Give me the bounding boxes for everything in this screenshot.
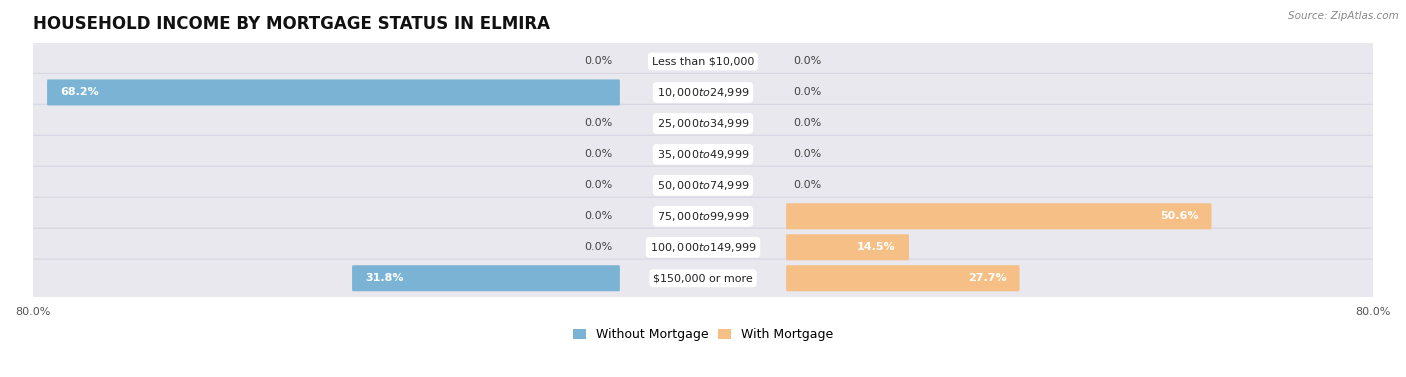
FancyBboxPatch shape bbox=[27, 73, 1379, 112]
FancyBboxPatch shape bbox=[786, 203, 1212, 229]
Text: $10,000 to $24,999: $10,000 to $24,999 bbox=[657, 86, 749, 99]
FancyBboxPatch shape bbox=[27, 197, 1379, 236]
Text: 50.6%: 50.6% bbox=[1160, 211, 1198, 221]
Text: 0.0%: 0.0% bbox=[793, 57, 821, 66]
Text: $50,000 to $74,999: $50,000 to $74,999 bbox=[657, 179, 749, 192]
Text: 0.0%: 0.0% bbox=[585, 180, 613, 190]
FancyBboxPatch shape bbox=[46, 80, 620, 106]
Text: 27.7%: 27.7% bbox=[967, 273, 1007, 283]
FancyBboxPatch shape bbox=[27, 104, 1379, 143]
FancyBboxPatch shape bbox=[786, 265, 1019, 291]
Text: 31.8%: 31.8% bbox=[366, 273, 404, 283]
Text: $100,000 to $149,999: $100,000 to $149,999 bbox=[650, 241, 756, 254]
Text: 14.5%: 14.5% bbox=[858, 242, 896, 252]
Text: 0.0%: 0.0% bbox=[585, 57, 613, 66]
Text: HOUSEHOLD INCOME BY MORTGAGE STATUS IN ELMIRA: HOUSEHOLD INCOME BY MORTGAGE STATUS IN E… bbox=[32, 15, 550, 33]
FancyBboxPatch shape bbox=[27, 135, 1379, 173]
Text: $25,000 to $34,999: $25,000 to $34,999 bbox=[657, 117, 749, 130]
Legend: Without Mortgage, With Mortgage: Without Mortgage, With Mortgage bbox=[568, 323, 838, 346]
Text: $35,000 to $49,999: $35,000 to $49,999 bbox=[657, 148, 749, 161]
Text: 0.0%: 0.0% bbox=[585, 211, 613, 221]
FancyBboxPatch shape bbox=[352, 265, 620, 291]
Text: 0.0%: 0.0% bbox=[793, 118, 821, 129]
Text: $75,000 to $99,999: $75,000 to $99,999 bbox=[657, 210, 749, 223]
Text: 0.0%: 0.0% bbox=[585, 118, 613, 129]
FancyBboxPatch shape bbox=[27, 228, 1379, 267]
Text: 0.0%: 0.0% bbox=[585, 242, 613, 252]
Text: 0.0%: 0.0% bbox=[793, 149, 821, 159]
Text: 0.0%: 0.0% bbox=[793, 87, 821, 97]
Text: 68.2%: 68.2% bbox=[60, 87, 98, 97]
Text: Less than $10,000: Less than $10,000 bbox=[652, 57, 754, 66]
Text: Source: ZipAtlas.com: Source: ZipAtlas.com bbox=[1288, 11, 1399, 21]
FancyBboxPatch shape bbox=[786, 234, 908, 260]
Text: 0.0%: 0.0% bbox=[585, 149, 613, 159]
Text: 0.0%: 0.0% bbox=[793, 180, 821, 190]
Text: $150,000 or more: $150,000 or more bbox=[654, 273, 752, 283]
FancyBboxPatch shape bbox=[27, 42, 1379, 81]
FancyBboxPatch shape bbox=[27, 166, 1379, 205]
FancyBboxPatch shape bbox=[27, 259, 1379, 297]
